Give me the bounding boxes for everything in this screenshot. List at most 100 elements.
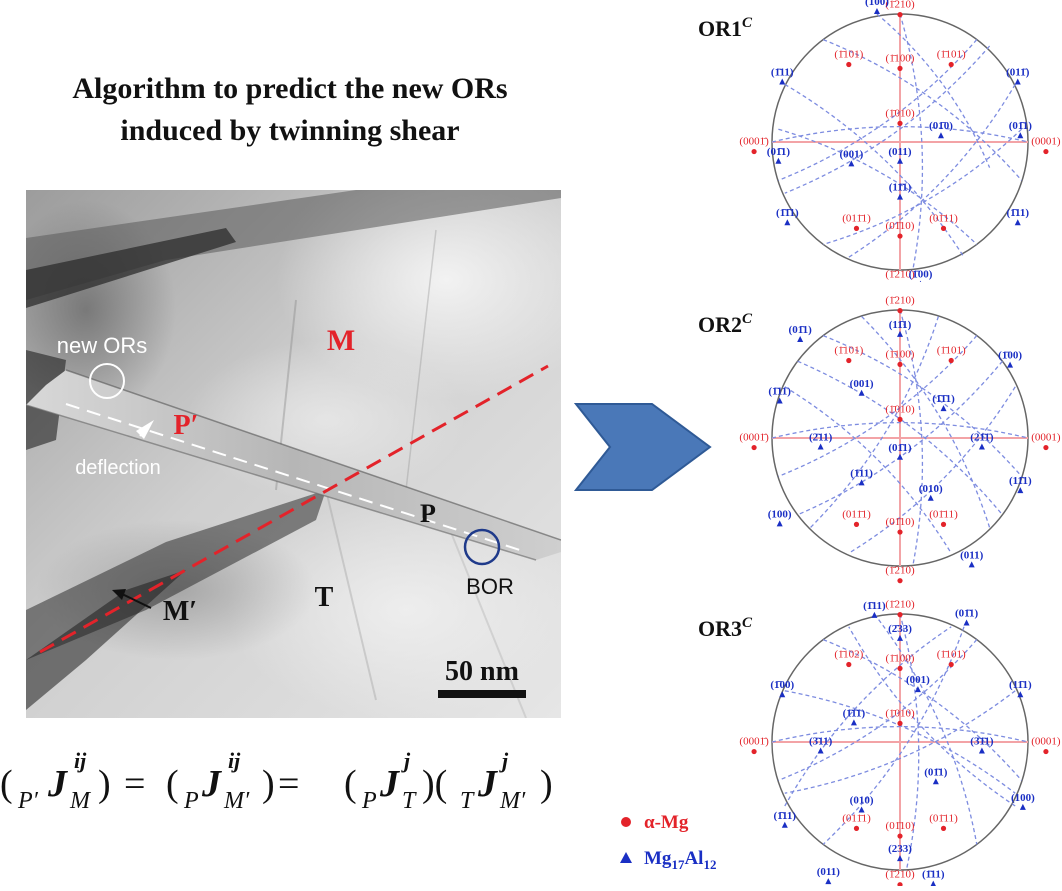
- great-circle-arc: [899, 309, 924, 567]
- mg17al12-pole-label: (3̄1̄1): [970, 736, 994, 748]
- svg-text:): ): [262, 763, 275, 805]
- formula-j-1: J: [47, 763, 68, 805]
- alpha-mg-pole-label: (1̄101): [937, 345, 966, 357]
- mg17al12-pole: [897, 193, 903, 200]
- alpha-mg-pole-label: (0001): [1031, 432, 1061, 444]
- mg17al12-pole: [968, 561, 975, 568]
- mg17al12-pole: [817, 443, 824, 450]
- mg17al12-pole-label: (1̄1̄1): [932, 393, 955, 405]
- mg17al12-pole: [1017, 132, 1024, 139]
- mg17al12-pole: [779, 78, 786, 85]
- great-circle-arc: [822, 38, 1023, 181]
- formula-sub-t-1: T: [402, 788, 417, 814]
- mg17al12-pole-label: (01̄1): [1009, 120, 1033, 132]
- mg17al12-pole: [779, 691, 786, 698]
- label-new-ors: new ORs: [57, 333, 147, 358]
- formula-sub-m-prime-1: M′: [223, 788, 250, 814]
- alpha-mg-pole-label: (1̄210): [885, 269, 915, 281]
- great-circle-arc: [876, 13, 991, 168]
- pole-figure-or2: OR2C (1̄210) (1̄101) (1̄100) (1̄101) (0001̄) (…: [690, 295, 1062, 591]
- legend-alpha-mg: α-Mg: [644, 812, 689, 833]
- alpha-mg-pole-label: (1̄101): [834, 345, 863, 357]
- alpha-mg-pole-label: (0001̄): [739, 736, 769, 748]
- alpha-mg-pole-label: (01̄10): [886, 220, 915, 232]
- alpha-mg-pole-label: (1̄100): [886, 348, 915, 360]
- alpha-mg-pole-label: (1̄010): [885, 707, 915, 719]
- alpha-mg-pole-label: (1̄010): [885, 403, 915, 415]
- alpha-mg-pole: [853, 825, 860, 831]
- mg17al12-pole-label: (11̄1): [889, 182, 912, 194]
- pole-figure-title: OR1C: [698, 15, 753, 41]
- mg17al12-pole-label: (01̄1): [955, 608, 979, 620]
- alpha-mg-pole: [897, 578, 903, 584]
- mg17al12-pole-label: (01̄0): [929, 120, 953, 132]
- mg17al12-pole: [914, 686, 921, 693]
- mg17al12-pole: [932, 778, 939, 785]
- mg17al12-pole-label: (01̄1): [924, 766, 948, 778]
- mg17al12-pole: [858, 389, 865, 396]
- alpha-mg-pole: [846, 61, 852, 68]
- alpha-mg-pole-label: (1̄101): [937, 649, 966, 661]
- mg17al12-pole: [1014, 78, 1021, 85]
- mg17al12-pole-label: (11̄1): [889, 319, 912, 331]
- alpha-mg-pole: [940, 225, 947, 231]
- alpha-mg-pole: [846, 357, 852, 364]
- mg17al12-pole-label: (1̄11): [773, 810, 796, 822]
- mg17al12-pole-label: (2̄11): [809, 432, 833, 444]
- alpha-mg-pole: [751, 748, 757, 755]
- mg17al12-pole: [963, 619, 970, 626]
- great-circle-arc: [848, 386, 1016, 554]
- formula-sub-p-1: P: [183, 788, 199, 814]
- mg17al12-pole-label: (011̄): [1006, 66, 1030, 78]
- alpha-mg-pole: [897, 65, 903, 71]
- tem-micrograph: new ORs P′ M deflection P BOR T M′ 50 nm: [26, 190, 561, 718]
- mg17al12-pole: [897, 855, 903, 862]
- formula-eq-1: =: [124, 763, 145, 805]
- alpha-mg-pole-label: (011̄1): [842, 212, 871, 224]
- alpha-mg-pole: [1043, 148, 1049, 155]
- alpha-mg-pole-label: (01̄10): [886, 820, 915, 832]
- label-p: P: [420, 499, 436, 528]
- great-circle-arc: [861, 315, 991, 528]
- alpha-mg-pole: [897, 833, 903, 839]
- formula-sub-p-prime: P′: [17, 788, 39, 814]
- mg17al12-pole: [1007, 361, 1014, 368]
- mg17al12-pole: [1014, 219, 1021, 226]
- mg17al12-pole: [917, 280, 924, 287]
- great-circle-arc: [899, 13, 924, 271]
- new-ors-circle: [89, 363, 125, 399]
- pole-figure-or1: OR1C (1̄210) (1̄101) (1̄100) (1̄101) (0001̄)(…: [690, 0, 1062, 288]
- formula-eq-2: =: [278, 763, 299, 805]
- alpha-mg-pole-label: (0001): [1031, 136, 1061, 148]
- great-circle-arc: [784, 83, 965, 258]
- alpha-mg-pole-label: (1̄101): [834, 49, 863, 61]
- formula-sub-m-prime-2: M′: [499, 788, 526, 814]
- formula-j-2: J: [201, 763, 222, 805]
- mg17al12-pole-label: (1̄00): [770, 679, 794, 691]
- great-circle-arc: [899, 613, 920, 871]
- right-arrow-icon: [573, 403, 712, 491]
- alpha-mg-pole-label: (011̄1): [842, 508, 871, 520]
- alpha-mg-pole-label: (01̄10): [886, 516, 915, 528]
- mg17al12-pole: [940, 405, 947, 412]
- scale-bar: [438, 690, 526, 698]
- great-circle-arc: [778, 335, 978, 478]
- mg17al12-pole-label: (001): [839, 148, 863, 160]
- great-circle-arc: [784, 45, 991, 194]
- mg17al12-pole: [858, 479, 865, 486]
- great-circle-arc: [797, 360, 1003, 516]
- alpha-mg-pole-label: (0001): [1031, 736, 1061, 748]
- diagram-title: Algorithm to predict the new ORs induced…: [0, 68, 580, 152]
- alpha-mg-pole: [897, 233, 903, 239]
- svg-text:): ): [540, 763, 553, 805]
- mg17al12-pole: [776, 520, 783, 527]
- great-circle-arc: [784, 626, 952, 807]
- svg-text:)(: )(: [422, 763, 447, 805]
- mg17al12-pole: [897, 634, 903, 641]
- alpha-mg-pole-label: (1̄210): [885, 600, 915, 611]
- mg17al12-pole: [978, 747, 985, 754]
- alpha-mg-pole: [853, 521, 860, 527]
- legend-mg17al12: Mg17Al12: [644, 848, 716, 872]
- great-circle-arc: [784, 386, 952, 554]
- mg17al12-pole-label: (3̄11): [809, 736, 833, 748]
